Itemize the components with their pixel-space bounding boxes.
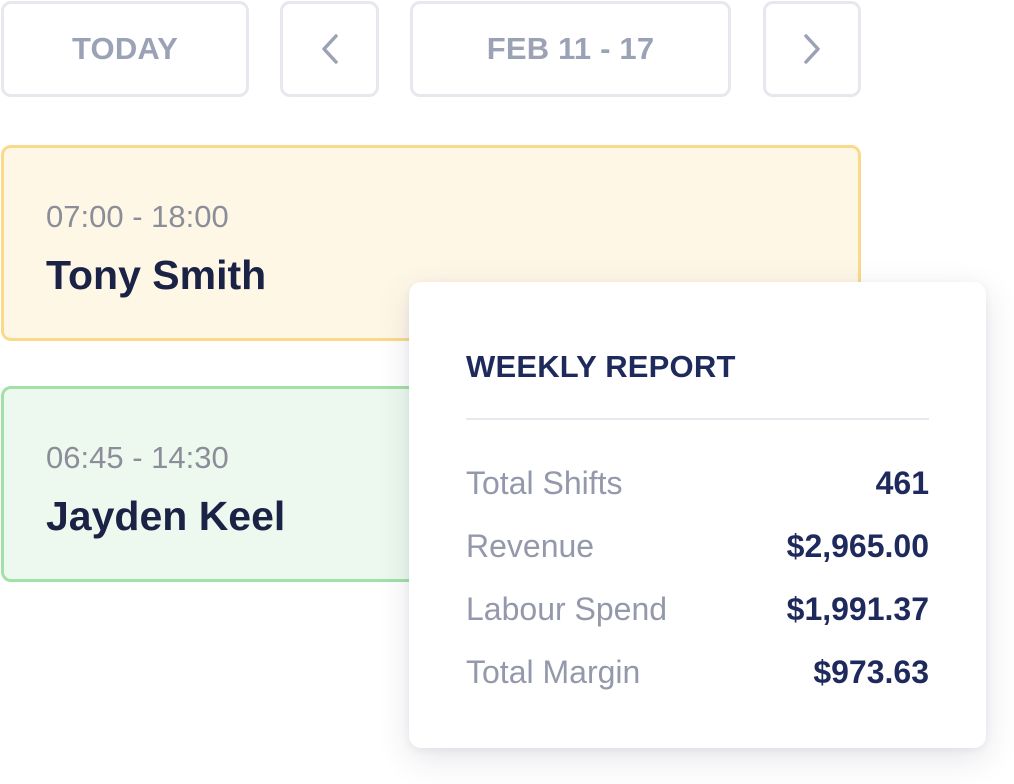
shift-time: 06:45 - 14:30 xyxy=(46,440,229,475)
report-row-label: Total Shifts xyxy=(466,465,623,501)
report-row-value: $973.63 xyxy=(813,654,929,690)
today-button[interactable]: TODAY xyxy=(1,1,249,97)
date-range-label: FEB 11 - 17 xyxy=(486,31,655,66)
report-row: Total Margin $973.63 xyxy=(466,654,929,694)
today-button-label: TODAY xyxy=(71,31,179,66)
date-range-button[interactable]: FEB 11 - 17 xyxy=(410,1,731,97)
report-row-label: Total Margin xyxy=(466,654,641,690)
report-row: Total Shifts 461 xyxy=(466,465,929,505)
shift-employee-name: Tony Smith xyxy=(46,252,267,298)
report-row-value: 461 xyxy=(875,465,929,501)
report-row-label: Revenue xyxy=(466,528,595,564)
chevron-left-icon xyxy=(320,33,340,65)
report-row-label: Labour Spend xyxy=(466,591,668,627)
report-title: WEEKLY REPORT xyxy=(466,349,736,384)
shift-time: 07:00 - 18:00 xyxy=(46,199,229,234)
next-week-button[interactable] xyxy=(763,1,861,97)
report-row-value: $2,965.00 xyxy=(786,528,929,564)
report-divider xyxy=(466,418,929,420)
report-row: Revenue $2,965.00 xyxy=(466,528,929,568)
previous-week-button[interactable] xyxy=(280,1,379,97)
report-row: Labour Spend $1,991.37 xyxy=(466,591,929,631)
shift-employee-name: Jayden Keel xyxy=(46,493,286,539)
chevron-right-icon xyxy=(802,33,822,65)
weekly-report-card: WEEKLY REPORT Total Shifts 461 Revenue $… xyxy=(409,282,986,748)
report-row-value: $1,991.37 xyxy=(786,591,929,627)
